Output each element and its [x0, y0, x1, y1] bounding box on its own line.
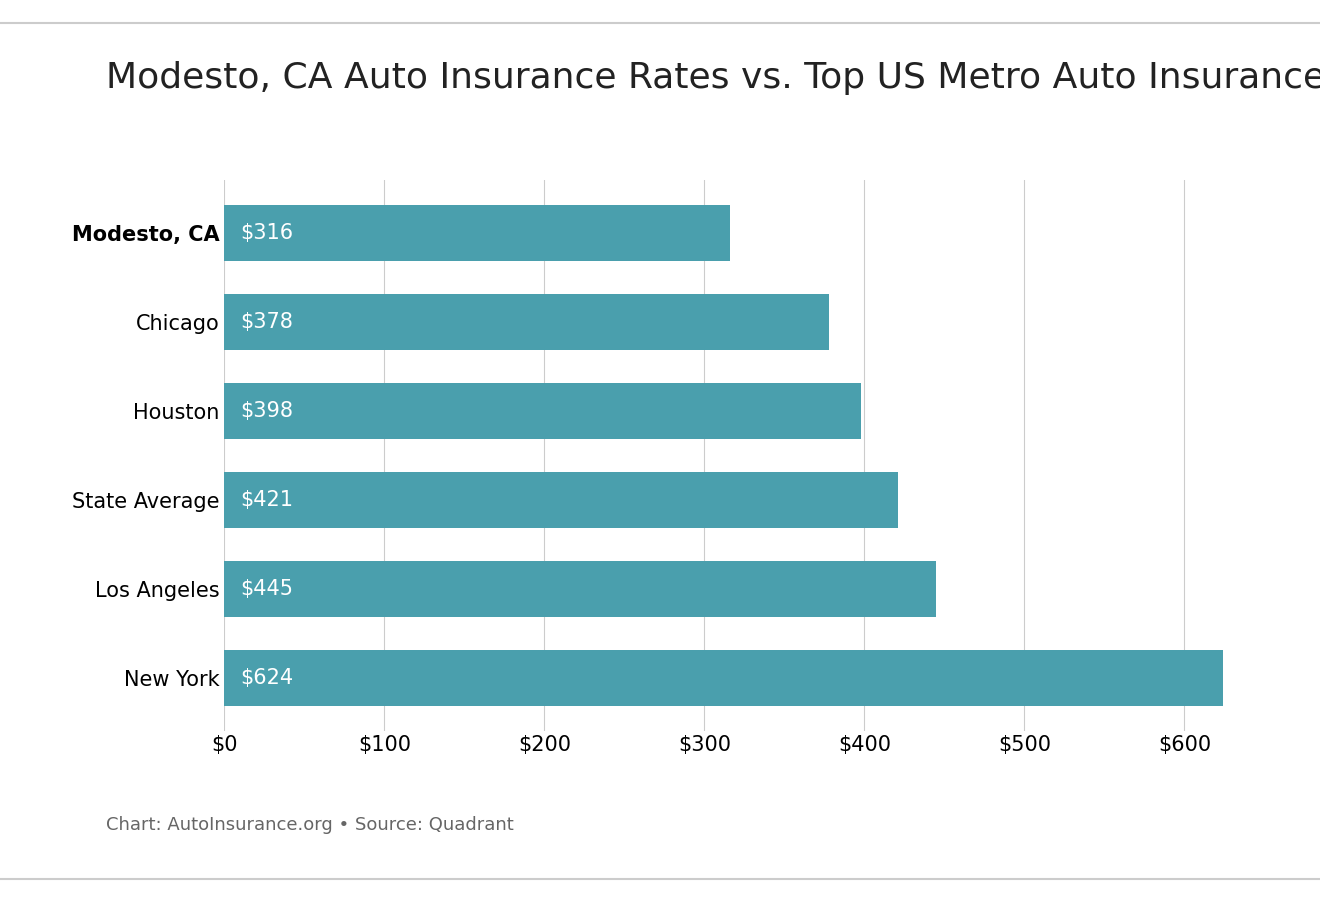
Text: $378: $378 — [240, 312, 293, 332]
Bar — [224, 561, 936, 617]
Bar — [224, 206, 730, 261]
Text: $624: $624 — [240, 668, 293, 688]
Text: $398: $398 — [240, 401, 293, 421]
Bar — [224, 383, 861, 438]
Text: Modesto, CA Auto Insurance Rates vs. Top US Metro Auto Insurance Rates: Modesto, CA Auto Insurance Rates vs. Top… — [106, 60, 1320, 95]
Bar — [224, 650, 1222, 705]
Text: $445: $445 — [240, 579, 293, 599]
Bar — [224, 294, 829, 350]
Text: Chart: AutoInsurance.org • Source: Quadrant: Chart: AutoInsurance.org • Source: Quadr… — [106, 816, 513, 834]
Bar — [224, 473, 898, 528]
Text: $316: $316 — [240, 223, 293, 243]
Text: $421: $421 — [240, 490, 293, 510]
